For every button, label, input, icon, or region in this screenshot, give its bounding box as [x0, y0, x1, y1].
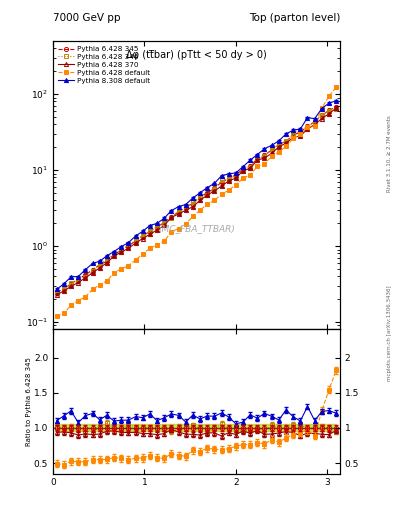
Text: mcplots.cern.ch [arXiv:1306.3436]: mcplots.cern.ch [arXiv:1306.3436]	[387, 285, 392, 380]
Legend: Pythia 6.428 345, Pythia 6.428 346, Pythia 6.428 370, Pythia 6.428 default, Pyth: Pythia 6.428 345, Pythia 6.428 346, Pyth…	[57, 45, 151, 85]
Text: Δφ (tt̅bar) (pTtt < 50 dy > 0): Δφ (tt̅bar) (pTtt < 50 dy > 0)	[126, 50, 267, 59]
Text: 7000 GeV pp: 7000 GeV pp	[53, 13, 121, 23]
Text: (MC_FBA_TTBAR): (MC_FBA_TTBAR)	[158, 224, 235, 233]
Y-axis label: Ratio to Pythia 6.428 345: Ratio to Pythia 6.428 345	[26, 357, 33, 446]
Text: Rivet 3.1.10, ≥ 2.7M events: Rivet 3.1.10, ≥ 2.7M events	[387, 115, 392, 192]
Text: Top (parton level): Top (parton level)	[248, 13, 340, 23]
